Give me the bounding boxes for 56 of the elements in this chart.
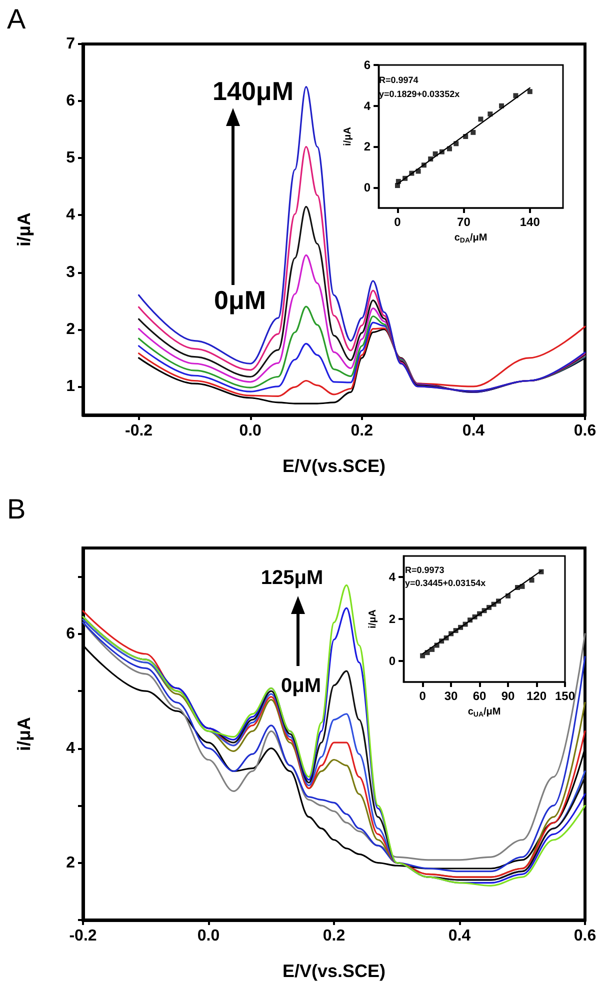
y-tick-label: 7 (66, 36, 76, 52)
annotation: 0μM (280, 675, 322, 697)
x-tick-label: 0.6 (574, 928, 596, 944)
x-tick-label: 0.4 (448, 928, 471, 944)
x-tick-label: -0.2 (124, 422, 153, 440)
y-tick-label: 6 (364, 58, 371, 72)
point (470, 130, 476, 135)
y-tick-label: 0 (388, 654, 396, 668)
annotation: y=0.3445+0.03154x (405, 578, 486, 588)
y-tick-label: 2 (364, 140, 371, 154)
annotation: 0μM (214, 285, 266, 315)
y-tick-label: 4 (388, 570, 396, 584)
x-tick-label: 90 (501, 689, 516, 703)
y-tick-label: 1 (66, 378, 76, 395)
point (527, 89, 532, 94)
annotation: R=0.9973 (405, 565, 444, 575)
y-tick-label: 5 (66, 150, 76, 167)
x-tick-label: 0.0 (197, 928, 220, 944)
x-tick-label: 150 (554, 689, 576, 703)
x-tick-label: 0 (419, 689, 426, 703)
y-axis-title: i/μA (368, 610, 378, 628)
y-axis-title: i/μA (14, 716, 34, 752)
x-tick-label: 0.0 (239, 422, 262, 440)
y-tick-label: 4 (364, 98, 371, 113)
y-tick-label: 2 (66, 854, 76, 872)
x-tick-label: 0.2 (322, 928, 346, 944)
annotation: 125μM (260, 567, 324, 589)
y-tick-label: 0 (364, 180, 371, 195)
y-tick-label: 6 (66, 92, 76, 110)
point (478, 116, 484, 122)
x-tick-label: 0.2 (350, 422, 374, 440)
x-tick-label: 70 (457, 215, 471, 229)
x-axis-title: E/V(vs.SCE) (282, 961, 386, 981)
x-tick-label: 140 (520, 215, 540, 229)
point (420, 653, 426, 658)
x-tick-label: 0.6 (574, 422, 596, 440)
y-axis-title: i/μA (342, 127, 354, 146)
y-tick-label: 4 (66, 740, 76, 757)
x-tick-label: -0.2 (69, 928, 97, 944)
line-series (138, 206, 586, 392)
y-axis-title: i/μA (14, 212, 34, 247)
y-tick-label: 2 (66, 320, 76, 338)
y-tick-label: 6 (66, 625, 76, 642)
x-tick-label: 30 (444, 689, 458, 703)
x-tick-label: 60 (472, 689, 487, 703)
annotation: y=0.1829+0.03352x (379, 89, 460, 99)
annotation: R=0.9974 (379, 75, 418, 85)
annotation: 140μM (212, 76, 294, 106)
x-axis-title: E/V(vs.SCE) (282, 456, 386, 476)
y-tick-label: 2 (388, 612, 396, 626)
y-tick-label: 3 (66, 264, 76, 281)
chart-title: B (7, 494, 26, 524)
chart-title: A (7, 4, 26, 34)
x-tick-label: 0.4 (462, 422, 485, 440)
y-tick-label: 4 (66, 206, 76, 224)
x-tick-label: 120 (526, 689, 547, 703)
